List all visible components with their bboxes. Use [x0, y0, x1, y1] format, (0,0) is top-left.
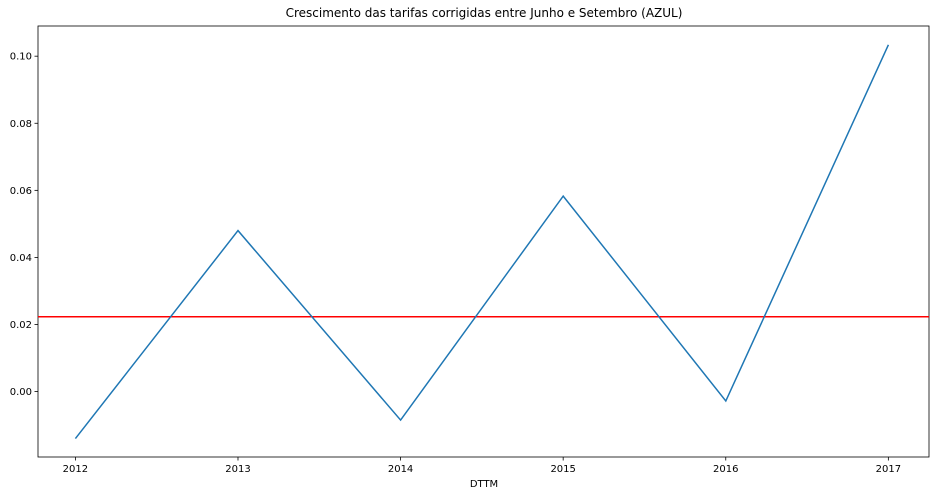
- x-tick-label: 2014: [388, 464, 413, 475]
- x-tick-label: 2017: [876, 464, 901, 475]
- y-tick-label: 0.08: [10, 119, 32, 130]
- x-axis-label: DTTM: [470, 479, 498, 490]
- x-tick-label: 2012: [63, 464, 88, 475]
- x-tick-label: 2013: [225, 464, 250, 475]
- y-tick-label: 0.10: [10, 52, 32, 63]
- y-tick-label: 0.04: [10, 253, 32, 264]
- y-tick-label: 0.06: [10, 186, 32, 197]
- series-line: [74, 44, 890, 440]
- y-tick-label: 0.00: [10, 387, 32, 398]
- plot-area: 0.00 0.02 0.04 0.06 0.08 0.10 2012 2013 2014 2015…: [10, 25, 930, 475]
- x-tick-label: 2015: [550, 464, 575, 475]
- plot-frame: [37, 25, 930, 458]
- chart-title: Crescimento das tarifas corrigidas entre…: [286, 6, 683, 20]
- x-tick-label: 2016: [713, 464, 738, 475]
- y-tick-label: 0.02: [10, 320, 32, 331]
